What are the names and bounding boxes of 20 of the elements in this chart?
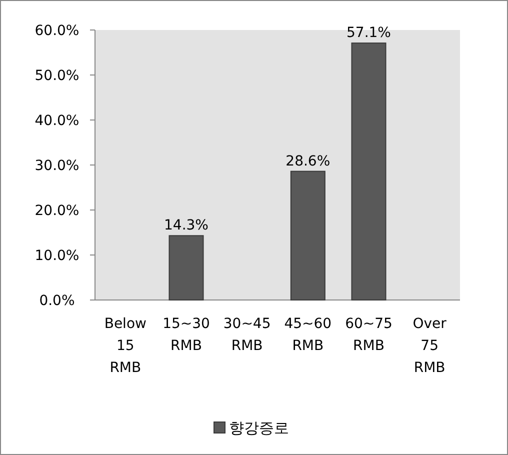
data-label: 57.1%	[346, 25, 391, 42]
x-tick-label: Below 15 RMB	[104, 316, 146, 376]
bar	[168, 235, 204, 300]
y-tick-label: 60.0%	[34, 23, 80, 39]
y-tick-label: 50.0%	[34, 68, 80, 84]
y-tick-label: 30.0%	[34, 158, 80, 174]
x-tick-label: 30~45 RMB	[223, 316, 271, 354]
legend-label: 향강증로	[229, 419, 289, 437]
bar	[290, 170, 326, 300]
y-tick-label: 0.0%	[39, 293, 75, 309]
y-tick-label: 20.0%	[34, 203, 80, 219]
x-tick-label: 45~60 RMB	[284, 316, 332, 354]
x-tick-label: Over 75 RMB	[412, 316, 447, 376]
y-tick-label: 40.0%	[34, 113, 80, 129]
y-tick-label: 10.0%	[34, 248, 80, 264]
bar	[351, 42, 386, 300]
x-tick-label: 60~75 RMB	[345, 316, 392, 354]
data-label: 14.3%	[164, 218, 208, 234]
data-label: 28.6%	[286, 153, 330, 170]
x-tick-label: 15~30 RMB	[162, 316, 210, 354]
